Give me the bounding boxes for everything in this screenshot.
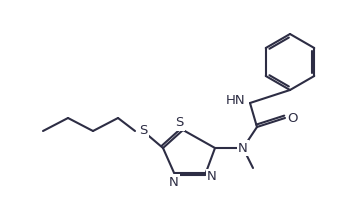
Text: S: S: [175, 117, 183, 130]
Text: S: S: [139, 125, 147, 138]
Text: HN: HN: [226, 94, 245, 107]
Text: N: N: [169, 176, 179, 189]
Text: N: N: [238, 141, 248, 155]
Text: N: N: [207, 171, 217, 184]
Text: O: O: [288, 112, 298, 125]
